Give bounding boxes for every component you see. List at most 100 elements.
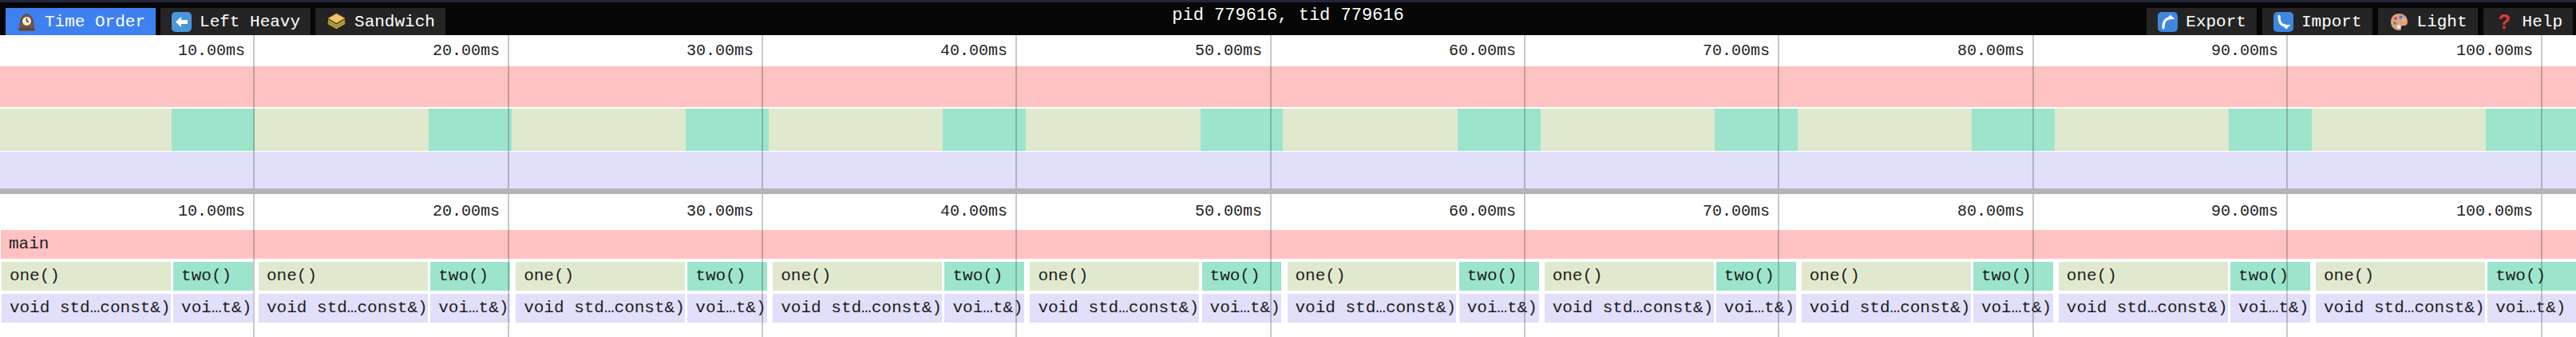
frame-sleep-for[interactable]: voi…t&) bbox=[1973, 294, 2053, 323]
minimap-two-segment bbox=[943, 109, 1026, 151]
time-tick-label: 90.00ms bbox=[2151, 204, 2278, 220]
help-button[interactable]: ? Help bbox=[2483, 8, 2573, 35]
frame-two[interactable]: two() bbox=[1716, 262, 1796, 291]
tab-left-heavy[interactable]: Left Heavy bbox=[160, 8, 311, 35]
frame-one[interactable]: one() bbox=[516, 262, 685, 291]
frame-two[interactable]: two() bbox=[2230, 262, 2310, 291]
frame-sleep-for[interactable]: void std…const&) bbox=[1288, 294, 1457, 323]
import-icon bbox=[2273, 11, 2294, 33]
frame-sleep-for[interactable]: voi…t&) bbox=[1459, 294, 1539, 323]
frame-main[interactable]: main bbox=[1, 230, 2576, 259]
time-tick-label: 80.00ms bbox=[1897, 43, 2024, 59]
time-tick-label: 50.00ms bbox=[1134, 204, 1262, 220]
sandwich-icon bbox=[326, 11, 347, 33]
minimap-band-main bbox=[0, 66, 2576, 107]
frame-one[interactable]: one() bbox=[1030, 262, 1199, 291]
frame-sleep-for[interactable]: voi…t&) bbox=[430, 294, 510, 323]
minimap-two-segment bbox=[172, 109, 255, 151]
tab-time-order[interactable]: Time Order bbox=[6, 8, 156, 35]
tab-label: Left Heavy bbox=[200, 13, 300, 31]
view-tabs: Time Order Left Heavy Sandwich bbox=[6, 8, 445, 35]
time-tick-label: 30.00ms bbox=[626, 204, 754, 220]
palette-icon bbox=[2388, 11, 2410, 33]
frame-one[interactable]: one() bbox=[2, 262, 171, 291]
frame-two[interactable]: two() bbox=[687, 262, 767, 291]
frame-two[interactable]: two() bbox=[1459, 262, 1539, 291]
time-tick-label: 40.00ms bbox=[880, 204, 1007, 220]
export-button[interactable]: Export bbox=[2147, 8, 2257, 35]
time-tick-label: 30.00ms bbox=[626, 43, 754, 59]
minimap-divider[interactable] bbox=[0, 188, 2576, 194]
flamechart-time-ruler: 10.00ms 20.00ms 30.00ms 40.00ms 50.00ms 60.00… bbox=[0, 194, 2576, 228]
minimap-band-leaves bbox=[0, 152, 2576, 188]
frame-two[interactable]: two() bbox=[1973, 262, 2053, 291]
frame-one[interactable]: one() bbox=[1545, 262, 1714, 291]
frame-sleep-for[interactable]: voi…t&) bbox=[2230, 294, 2310, 323]
frame-sleep-for[interactable]: voi…t&) bbox=[1202, 294, 1282, 323]
minimap-band-children bbox=[0, 109, 2576, 151]
frame-one[interactable]: one() bbox=[259, 262, 428, 291]
time-tick-label: 10.00ms bbox=[117, 43, 245, 59]
left-arrow-icon bbox=[171, 11, 192, 33]
frame-two[interactable]: two() bbox=[2487, 262, 2576, 291]
frame-sleep-for[interactable]: void std…const&) bbox=[773, 294, 942, 323]
frame-one[interactable]: one() bbox=[1802, 262, 1971, 291]
import-button[interactable]: Import bbox=[2262, 8, 2372, 35]
time-tick-label: 70.00ms bbox=[1642, 204, 1770, 220]
frame-one[interactable]: one() bbox=[1288, 262, 1457, 291]
frame-sleep-for[interactable]: void std…const&) bbox=[259, 294, 428, 323]
minimap-two-segment bbox=[1458, 109, 1541, 151]
frame-sleep-for[interactable]: void std…const&) bbox=[1802, 294, 1971, 323]
frame-sleep-for[interactable]: voi…t&) bbox=[173, 294, 253, 323]
button-label: Export bbox=[2186, 13, 2246, 31]
speedscope-app: Time Order Left Heavy Sandwich pid 779616,… bbox=[0, 0, 2576, 337]
frame-sleep-for[interactable]: voi…t&) bbox=[944, 294, 1024, 323]
time-tick-label: 80.00ms bbox=[1897, 204, 2024, 220]
frame-two[interactable]: two() bbox=[173, 262, 253, 291]
toolbar-actions: Export Import Light? Help bbox=[2147, 8, 2573, 35]
help-icon: ? bbox=[2494, 11, 2515, 33]
minimap-two-segment bbox=[2229, 109, 2312, 151]
button-label: Import bbox=[2301, 13, 2362, 31]
tab-label: Sandwich bbox=[354, 13, 435, 31]
tab-sandwich[interactable]: Sandwich bbox=[315, 8, 445, 35]
frame-sleep-for[interactable]: voi…t&) bbox=[1716, 294, 1796, 323]
time-tick-label: 90.00ms bbox=[2151, 43, 2278, 59]
frame-one[interactable]: one() bbox=[2316, 262, 2485, 291]
frame-sleep-for[interactable]: void std…const&) bbox=[2316, 294, 2485, 323]
window-title: pid 779616, tid 779616 bbox=[1172, 5, 1403, 27]
frame-sleep-for[interactable]: voi…t&) bbox=[687, 294, 767, 323]
time-tick-label: 60.00ms bbox=[1388, 43, 1516, 59]
frame-sleep-for[interactable]: void std…const&) bbox=[2, 294, 171, 323]
time-tick-label: 60.00ms bbox=[1388, 204, 1516, 220]
frame-sleep-for[interactable]: voi…t&) bbox=[2487, 294, 2576, 323]
time-tick-label: 20.00ms bbox=[372, 204, 500, 220]
frame-two[interactable]: two() bbox=[944, 262, 1024, 291]
frame-sleep-for[interactable]: void std…const&) bbox=[2059, 294, 2228, 323]
minimap-two-segment bbox=[1201, 109, 1284, 151]
minimap-two-segment bbox=[1972, 109, 2055, 151]
frame-two[interactable]: two() bbox=[430, 262, 510, 291]
time-tick-label: 50.00ms bbox=[1134, 43, 1262, 59]
time-tick-label: 100.00ms bbox=[2405, 204, 2533, 220]
time-tick-label: 20.00ms bbox=[372, 43, 500, 59]
export-icon bbox=[2157, 11, 2178, 33]
time-tick-label: 40.00ms bbox=[880, 43, 1007, 59]
minimap-time-ruler: 10.00ms 20.00ms 30.00ms 40.00ms 50.00ms 60.00… bbox=[0, 35, 2576, 66]
minimap-two-segment bbox=[429, 109, 512, 151]
frame-two[interactable]: two() bbox=[1202, 262, 1282, 291]
frame-one[interactable]: one() bbox=[773, 262, 942, 291]
frame-sleep-for[interactable]: void std…const&) bbox=[1545, 294, 1714, 323]
time-tick-label: 100.00ms bbox=[2405, 43, 2533, 59]
frame-one[interactable]: one() bbox=[2059, 262, 2228, 291]
toolbar: Time Order Left Heavy Sandwich pid 779616,… bbox=[0, 0, 2576, 35]
minimap-two-segment bbox=[2486, 109, 2576, 151]
frame-sleep-for[interactable]: void std…const&) bbox=[1030, 294, 1199, 323]
minimap-two-segment bbox=[1715, 109, 1798, 151]
light-button[interactable]: Light bbox=[2378, 8, 2478, 35]
button-label: Help bbox=[2523, 13, 2562, 31]
time-tick-label: 10.00ms bbox=[117, 204, 245, 220]
minimap-two-segment bbox=[686, 109, 769, 151]
frame-sleep-for[interactable]: void std…const&) bbox=[516, 294, 685, 323]
clock-icon bbox=[16, 11, 38, 33]
